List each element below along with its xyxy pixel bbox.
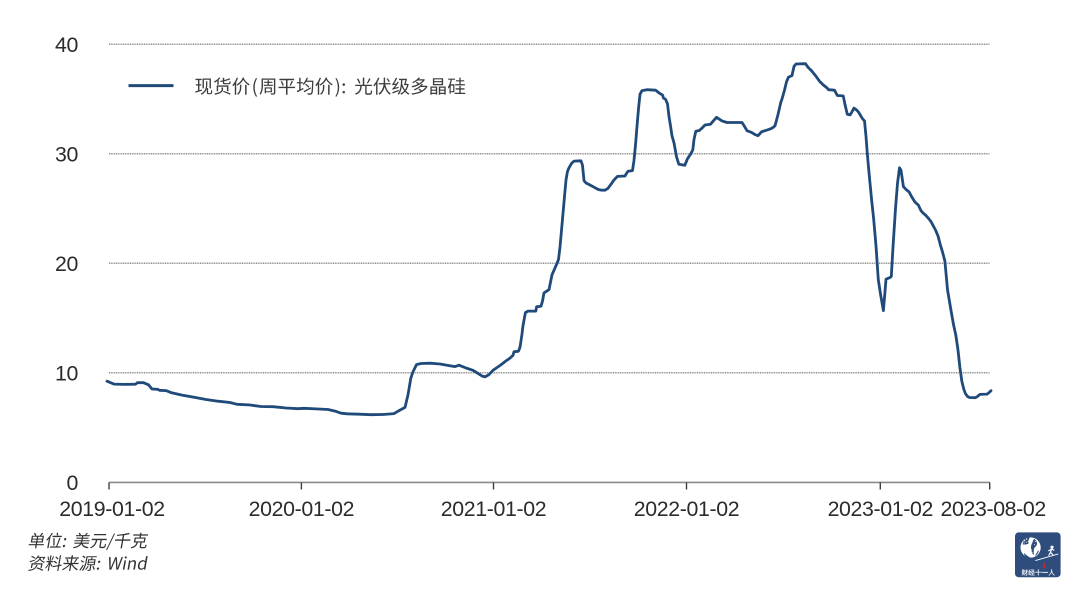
- svg-text:2022-01-02: 2022-01-02: [634, 497, 739, 521]
- svg-text:20: 20: [55, 252, 78, 276]
- svg-text:2023-08-02: 2023-08-02: [940, 497, 1045, 521]
- svg-text:2020-01-02: 2020-01-02: [249, 497, 354, 521]
- svg-text:2023-01-02: 2023-01-02: [828, 497, 933, 521]
- svg-text:40: 40: [55, 33, 78, 57]
- svg-text:10: 10: [55, 361, 78, 385]
- svg-text:30: 30: [55, 142, 78, 166]
- svg-text:2019-01-02: 2019-01-02: [59, 497, 164, 521]
- svg-text:0: 0: [67, 471, 79, 495]
- svg-text:2021-01-02: 2021-01-02: [441, 497, 546, 521]
